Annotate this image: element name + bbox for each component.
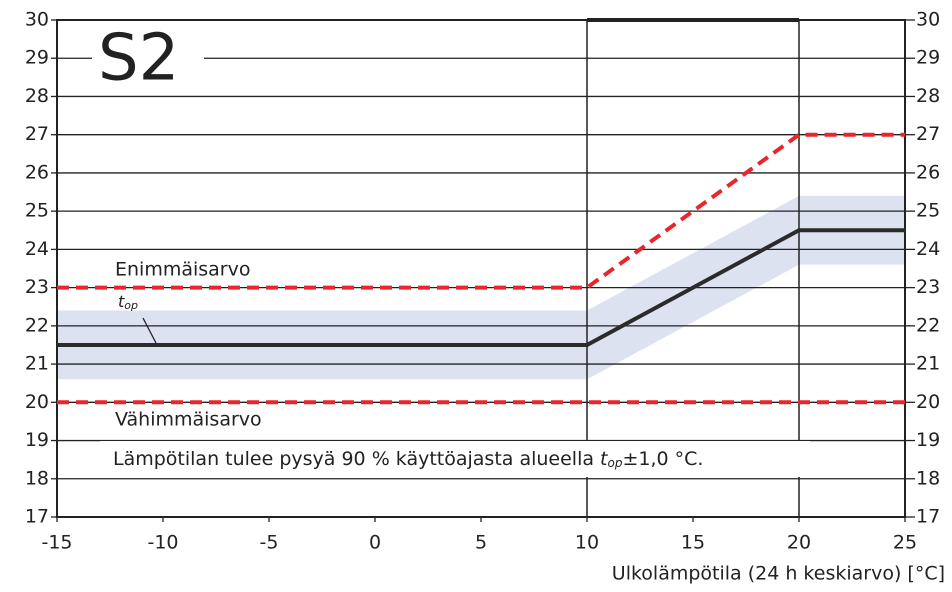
y2-tick-label: 29 — [916, 47, 940, 69]
note-part: op — [608, 456, 623, 470]
y2-tick-label: 27 — [916, 123, 940, 145]
y2-tick-label: 17 — [916, 506, 940, 528]
y-tick-label: 24 — [25, 238, 49, 260]
y2-tick-label: 18 — [916, 467, 940, 489]
y-tick-label: 29 — [25, 47, 49, 69]
x-tick-label: 10 — [575, 532, 599, 554]
series-line — [57, 228, 905, 347]
y2-tick-label: 26 — [916, 161, 940, 183]
series-label: Enimmäisarvo — [115, 259, 251, 281]
y-tick-label: 22 — [25, 314, 49, 336]
label-background — [100, 441, 810, 477]
y-tick-label: 23 — [25, 276, 49, 298]
tolerance-band — [57, 195, 905, 380]
series-line — [57, 132, 905, 290]
y2-tick-label: 22 — [916, 314, 940, 336]
y2-tick-label: 28 — [916, 85, 940, 107]
y-tick-label: 26 — [25, 161, 49, 183]
x-axis-label: Ulkolämpötila (24 h keskiarvo) [°C] — [612, 563, 945, 585]
note: Lämpötilan tulee pysyä 90 % käyttöajasta… — [113, 448, 703, 470]
y2-tick-label: 23 — [916, 276, 940, 298]
series-label: top — [118, 292, 138, 313]
x-tick-label: 25 — [893, 532, 917, 554]
note-part: Lämpötilan tulee pysyä 90 % käyttöajasta… — [113, 448, 600, 470]
y-tick-label: 20 — [25, 391, 49, 413]
x-tick-label: 0 — [369, 532, 381, 554]
y2-tick-label: 20 — [916, 391, 940, 413]
label-background — [108, 254, 278, 284]
y-tick-label: 25 — [25, 200, 49, 222]
chart-title: S2 — [98, 22, 179, 96]
x-tick-label: 20 — [787, 532, 811, 554]
label-background — [92, 28, 204, 90]
x-tick-label: -15 — [41, 532, 72, 554]
y-tick-label: 28 — [25, 85, 49, 107]
label-background — [108, 404, 298, 434]
label-main: t — [118, 292, 125, 311]
y-tick-label: 19 — [25, 429, 49, 451]
y-tick-label: 27 — [25, 123, 49, 145]
note-part: t — [600, 448, 609, 470]
y-tick-label: 30 — [25, 9, 49, 31]
y2-tick-label: 25 — [916, 200, 940, 222]
label-sub: op — [124, 299, 138, 312]
y-tick-label: 18 — [25, 467, 49, 489]
note-part: ±1,0 °C. — [622, 448, 703, 470]
series-label: Vähimmäisarvo — [115, 409, 262, 431]
label-leader — [142, 317, 157, 344]
x-tick-label: -5 — [260, 532, 279, 554]
y2-tick-label: 30 — [916, 9, 940, 31]
y2-tick-label: 24 — [916, 238, 940, 260]
x-tick-label: -10 — [147, 532, 178, 554]
y2-tick-label: 19 — [916, 429, 940, 451]
x-tick-label: 5 — [475, 532, 487, 554]
plot-frame — [56, 19, 906, 518]
y2-tick-label: 21 — [916, 353, 940, 375]
x-tick-label: 15 — [681, 532, 705, 554]
y-tick-label: 17 — [25, 506, 49, 528]
y-tick-label: 21 — [25, 353, 49, 375]
